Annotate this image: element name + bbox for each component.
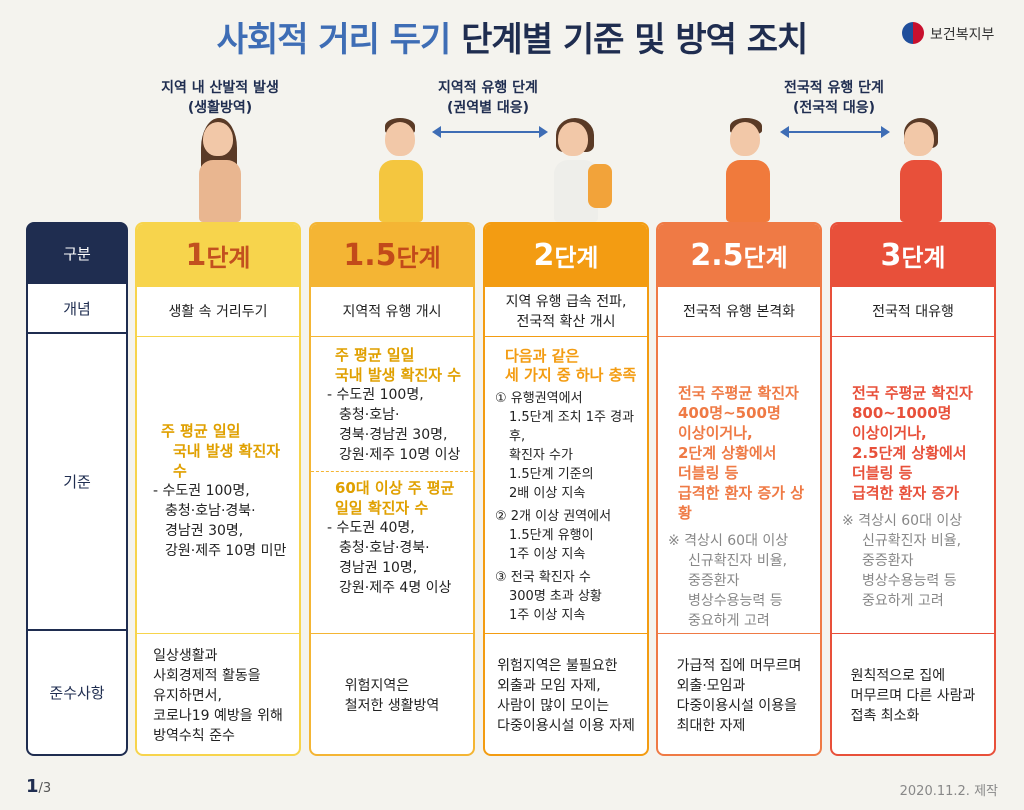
row-header-comply: 준수사항: [26, 631, 128, 756]
arrow-icon: [780, 126, 890, 138]
criteria-highlight: 전국 주평균 확진자 800~1000명 이상이거나, 2.5단계 상황에서 더…: [852, 384, 973, 502]
phase-label-regional: 지역적 유행 단계 (권역별 대응): [438, 80, 538, 116]
criteria-highlight: 주 평균 일일 국내 발생 확진자 수: [161, 422, 281, 480]
person-illustration-5: [898, 118, 958, 222]
row-header-concept: 개념: [26, 284, 128, 334]
phase-label-national: 전국적 유행 단계 (전국적 대응): [784, 80, 884, 116]
stage-comply: 일상생활과 사회경제적 활동을 유지하면서, 코로나19 예방을 위해 방역수칙…: [137, 633, 299, 754]
row-header-stage: 구분: [26, 222, 128, 284]
stage-column-1-5: 1.5 단계 지역적 유행 개시 주 평균 일일 국내 발생 확진자 수 - 수도…: [309, 222, 475, 756]
criteria-highlight: 주 평균 일일 국내 발생 확진자 수: [335, 346, 462, 384]
title-part2: 단계별 기준 및 방역 조치: [461, 20, 808, 60]
stage-header: 3 단계: [832, 224, 994, 286]
criteria-detail: - 수도권 40명, 충청·호남·경북· 경남권 10명, 강원·제주 4명 이…: [327, 520, 452, 596]
criteria-highlight: 다음과 같은 세 가지 중 하나 충족: [505, 347, 637, 384]
criteria-item: ① 유행권역에서 1.5단계 조치 1주 경과 후, 확진자 수가 1.5단계 …: [495, 391, 635, 501]
created-date: 2020.11.2. 제작: [899, 784, 998, 799]
title-part1: 사회적 거리 두기: [216, 20, 452, 60]
page-title: 사회적 거리 두기 단계별 기준 및 방역 조치: [0, 12, 1024, 61]
criteria-item: ② 2개 이상 권역에서 1.5단계 유행이 1주 이상 지속: [495, 509, 612, 562]
stage-column-2-5: 2.5 단계 전국적 유행 본격화 전국 주평균 확진자 400명~500명 이상…: [656, 222, 822, 756]
criteria-detail: - 수도권 100명, 충청·호남· 경북·경남권 30명, 강원·제주 10명…: [327, 387, 461, 463]
criteria-note: ※ 격상시 60대 이상 신규확진자 비율, 중증환자 병상수용능력 등 중요하…: [842, 513, 963, 609]
stage-comply: 원칙적으로 집에 머무르며 다른 사람과 접촉 최소화: [832, 633, 994, 754]
stage-concept: 지역 유행 급속 전파, 전국적 확산 개시: [485, 286, 647, 336]
stage-criteria: 주 평균 일일 국내 발생 확진자 수 - 수도권 100명, 충청·호남·경북…: [137, 336, 299, 633]
phase-label-local: 지역 내 산발적 발생 (생활방역): [161, 80, 279, 116]
criteria-note: ※ 격상시 60대 이상 신규확진자 비율, 중증환자 병상수용능력 등 중요하…: [668, 533, 789, 629]
logo-text: 보건복지부: [930, 27, 995, 43]
person-illustration-4: [724, 118, 784, 222]
stage-header: 2 단계: [485, 224, 647, 286]
criteria-item: ③ 전국 확진자 수 300명 초과 상황 1주 이상 지속: [495, 570, 602, 623]
criteria-detail: - 수도권 100명, 충청·호남·경북· 경남권 30명, 강원·제주 10명…: [153, 483, 287, 559]
stage-header: 2.5 단계: [658, 224, 820, 286]
person-illustration-2: [365, 118, 435, 222]
stage-column-3: 3 단계 전국적 대유행 전국 주평균 확진자 800~1000명 이상이거나, …: [830, 222, 996, 756]
stage-criteria: 주 평균 일일 국내 발생 확진자 수 - 수도권 100명, 충청·호남· 경…: [311, 336, 473, 633]
stage-comply: 위험지역은 불필요한 외출과 모임 자제, 사람이 많이 모이는 다중이용시설 …: [485, 633, 647, 754]
person-illustration-3: [548, 118, 618, 222]
stage-comply: 가급적 집에 머무르며 외출·모임과 다중이용시설 이용을 최대한 자제: [658, 633, 820, 754]
criteria-highlight: 60대 이상 주 평균 일일 확진자 수: [335, 479, 455, 517]
stage-column-2: 2 단계 지역 유행 급속 전파, 전국적 확산 개시 다음과 같은 세 가지 중…: [483, 222, 649, 756]
arrow-icon: [432, 126, 548, 138]
stage-concept: 지역적 유행 개시: [311, 286, 473, 336]
stage-criteria: 전국 주평균 확진자 800~1000명 이상이거나, 2.5단계 상황에서 더…: [832, 336, 994, 633]
stage-concept: 전국적 대유행: [832, 286, 994, 336]
criteria-highlight: 전국 주평균 확진자 400명~500명 이상이거나, 2단계 상황에서 더블링…: [678, 384, 805, 522]
stage-concept: 생활 속 거리두기: [137, 286, 299, 336]
stage-comply: 위험지역은 철저한 생활방역: [311, 633, 473, 754]
stage-criteria: 다음과 같은 세 가지 중 하나 충족 ① 유행권역에서 1.5단계 조치 1주…: [485, 336, 647, 633]
stage-concept: 전국적 유행 본격화: [658, 286, 820, 336]
stage-header: 1.5 단계: [311, 224, 473, 286]
stage-criteria: 전국 주평균 확진자 400명~500명 이상이거나, 2단계 상황에서 더블링…: [658, 336, 820, 633]
person-illustration-1: [195, 118, 245, 222]
row-header-criteria: 기준: [26, 334, 128, 631]
page-indicator: 1/3: [26, 776, 52, 797]
stage-header: 1 단계: [137, 224, 299, 286]
ministry-logo: 보건복지부: [902, 20, 1012, 46]
korea-taegeuk-icon: [902, 22, 924, 44]
stage-column-1: 1 단계 생활 속 거리두기 주 평균 일일 국내 발생 확진자 수 - 수도권 …: [135, 222, 301, 756]
